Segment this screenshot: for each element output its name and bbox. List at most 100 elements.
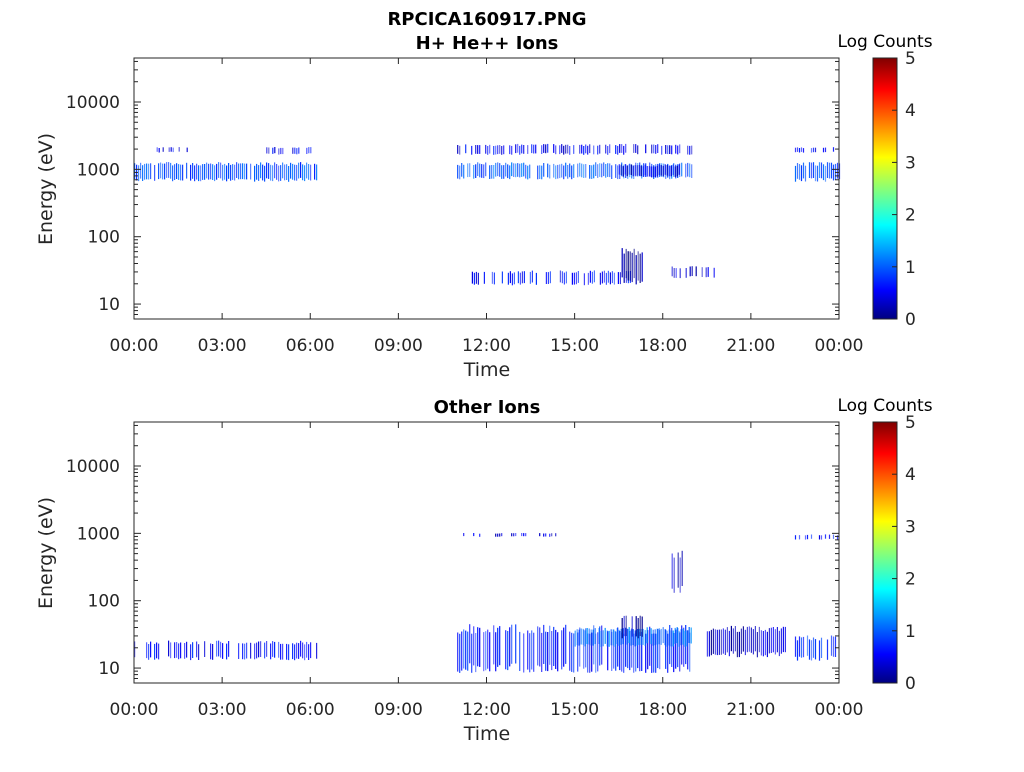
heatmap-cell: [565, 271, 567, 284]
heatmap-cell: [687, 145, 689, 155]
heatmap-cell: [794, 147, 797, 153]
heatmap-cell: [499, 163, 501, 177]
heatmap-cell: [794, 535, 797, 540]
heatmap-cell: [300, 162, 302, 178]
heatmap-cell: [547, 163, 549, 178]
heatmap-cell: [621, 632, 623, 672]
heatmap-cell: [784, 626, 786, 653]
heatmap-cell: [316, 164, 318, 181]
heatmap-cell: [525, 533, 527, 537]
heatmap-cell: [770, 627, 772, 653]
heatmap-cell: [140, 162, 142, 179]
heatmap-cell: [650, 166, 652, 177]
heatmap-cell: [621, 248, 623, 278]
heatmap-cell: [796, 163, 799, 179]
heatmap-cell: [521, 271, 523, 284]
heatmap-cell: [471, 633, 473, 673]
heatmap-cell: [499, 626, 501, 666]
heatmap-cell: [541, 632, 543, 672]
heatmap-cell: [180, 642, 182, 659]
colorbar-tick-label: 3: [905, 153, 916, 173]
heatmap-cell: [595, 162, 597, 176]
y-tick-label: 10000: [66, 457, 120, 477]
heatmap-cell: [826, 162, 829, 178]
heatmap-cell: [485, 631, 487, 671]
heatmap-cell: [691, 164, 693, 178]
heatmap-cell: [270, 164, 272, 181]
heatmap-band: [574, 627, 692, 647]
heatmap-cell: [174, 164, 176, 180]
heatmap-cell: [620, 628, 622, 645]
heatmap-cell: [150, 163, 152, 180]
heatmap-cell: [724, 629, 726, 655]
heatmap-cell: [515, 624, 517, 664]
heatmap-cell: [740, 628, 742, 654]
heatmap-cell: [557, 632, 559, 672]
heatmap-cell: [553, 144, 555, 153]
heatmap-cell: [808, 639, 811, 660]
heatmap-cell: [582, 628, 584, 645]
heatmap-cell: [499, 145, 501, 154]
heatmap-cell: [166, 162, 168, 178]
heatmap-cell: [614, 630, 616, 647]
heatmap-cell: [537, 626, 539, 666]
heatmap-cell: [523, 533, 525, 537]
heatmap-cell: [501, 533, 503, 537]
heatmap-cell: [292, 147, 294, 154]
heatmap-cell: [262, 164, 264, 181]
heatmap-cell: [294, 164, 296, 181]
heatmap-cell: [802, 148, 805, 153]
heatmap-band: [457, 624, 691, 673]
heatmap-cell: [810, 640, 813, 661]
heatmap-cell: [198, 165, 200, 182]
heatmap-cell: [690, 627, 692, 644]
heatmap-cell: [298, 147, 300, 154]
heatmap-cell: [204, 641, 206, 657]
heatmap-cell: [306, 147, 308, 154]
heatmap-cell: [521, 144, 523, 154]
heatmap-cell: [657, 144, 659, 153]
heatmap-cell: [477, 162, 479, 176]
heatmap-cell: [473, 626, 475, 666]
heatmap-cell: [569, 146, 571, 155]
y-tick-label: 1000: [77, 160, 120, 180]
heatmap-cell: [527, 630, 529, 670]
colorbar-tick-label: 1: [905, 258, 916, 278]
heatmap-cell: [625, 248, 627, 279]
y-axis-label: Energy (eV): [35, 133, 57, 245]
heatmap-cell: [620, 164, 622, 175]
heatmap-cell: [586, 628, 588, 644]
heatmap-cell: [589, 144, 591, 154]
x-tick-label: 15:00: [550, 700, 599, 720]
heatmap-cell: [282, 147, 284, 155]
heatmap-cell: [628, 627, 630, 644]
heatmap-cell: [533, 144, 535, 154]
x-tick-label: 03:00: [198, 336, 247, 356]
heatmap-cell: [810, 534, 813, 539]
heatmap-cell: [707, 267, 709, 277]
heatmap-cell: [509, 145, 511, 155]
heatmap-cell: [581, 163, 583, 178]
heatmap-cell: [551, 533, 553, 537]
heatmap-cell: [226, 643, 228, 660]
heatmap-cell: [603, 270, 605, 283]
heatmap-cell: [597, 164, 599, 178]
heatmap-cell: [296, 164, 298, 181]
colorbar-tick-label: 2: [905, 206, 916, 226]
heatmap-cell: [633, 144, 635, 153]
heatmap-cell: [467, 631, 469, 671]
heatmap-cell: [623, 253, 625, 283]
heatmap-cell: [832, 636, 835, 657]
heatmap-cell: [497, 145, 499, 155]
heatmap-cell: [493, 165, 495, 179]
heatmap-cell: [535, 272, 537, 285]
heatmap-cell: [836, 162, 839, 179]
heatmap-cell: [774, 629, 776, 655]
heatmap-cell: [651, 144, 653, 154]
heatmap-cell: [645, 144, 647, 154]
heatmap-cell: [832, 164, 835, 181]
heatmap-cell: [637, 629, 639, 669]
heatmap-cell: [605, 272, 607, 285]
heatmap-cell: [830, 635, 833, 656]
heatmap-cell: [592, 629, 594, 646]
